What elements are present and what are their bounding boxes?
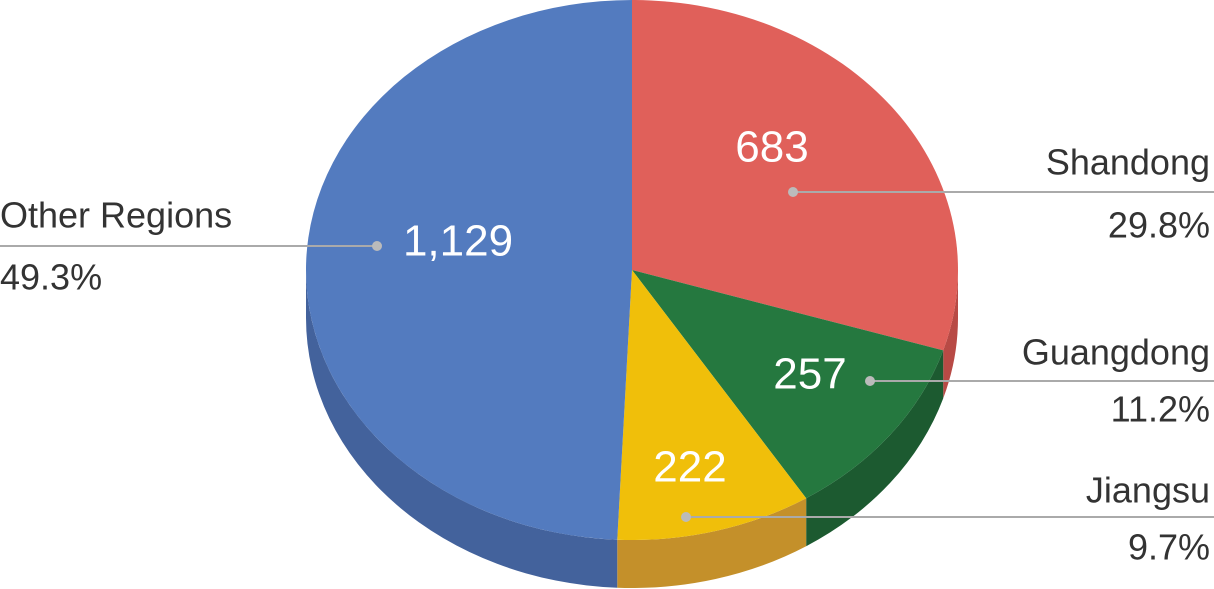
slice-side [306, 270, 618, 588]
category-label: Other Regions [0, 195, 232, 236]
category-label: Shandong [1046, 142, 1210, 183]
percent-label: 49.3% [0, 257, 102, 298]
slice [617, 270, 807, 540]
leader-dot [865, 376, 875, 386]
leader-dot [681, 512, 691, 522]
slice-side [806, 350, 944, 547]
category-label: Jiangsu [1086, 470, 1210, 511]
slice [632, 0, 959, 351]
value-label: 683 [735, 123, 808, 172]
value-label: 1,129 [403, 217, 513, 266]
leader-dot [788, 187, 798, 197]
category-label: Guangdong [1022, 332, 1210, 373]
value-label: 222 [653, 443, 726, 492]
slice [632, 270, 944, 499]
percent-label: 29.8% [1108, 205, 1210, 246]
slice-side [943, 270, 958, 399]
leader-dot [372, 241, 382, 251]
value-label: 257 [773, 350, 846, 399]
slice [306, 0, 632, 540]
slice-side [617, 498, 807, 588]
percent-label: 9.7% [1128, 527, 1210, 568]
percent-label: 11.2% [1111, 389, 1210, 430]
